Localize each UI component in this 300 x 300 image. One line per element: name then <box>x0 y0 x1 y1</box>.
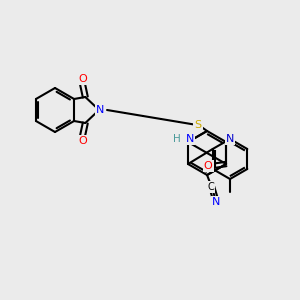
Text: N: N <box>226 134 234 144</box>
Text: C: C <box>208 182 214 192</box>
Text: N: N <box>212 197 220 207</box>
Text: S: S <box>194 120 202 130</box>
Text: O: O <box>78 136 87 146</box>
Text: N: N <box>96 105 104 115</box>
Text: N: N <box>186 134 194 144</box>
Text: O: O <box>204 161 212 171</box>
Text: O: O <box>78 74 87 84</box>
Text: H: H <box>173 134 181 144</box>
